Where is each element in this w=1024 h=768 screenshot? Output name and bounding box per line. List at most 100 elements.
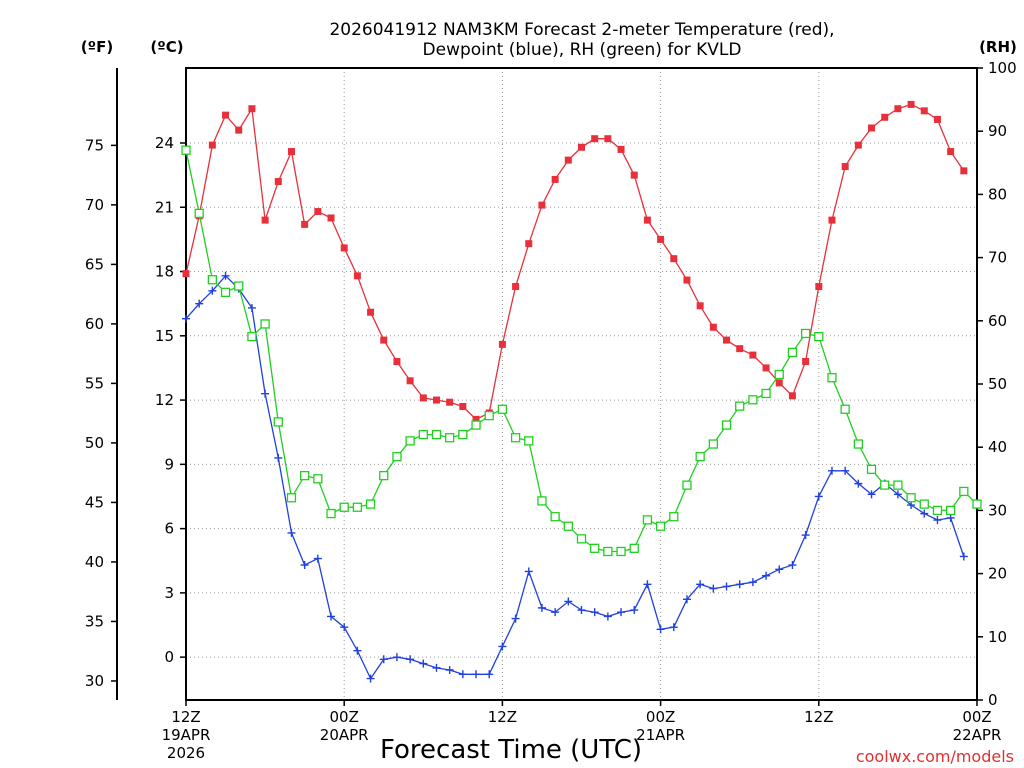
rh-point xyxy=(721,420,732,430)
rh-point xyxy=(840,404,850,414)
dewpoint-point xyxy=(195,299,204,308)
fahrenheit-tick-label: 65 xyxy=(85,255,104,273)
rh-point xyxy=(800,328,811,339)
2-meter-temperature-point xyxy=(881,113,889,121)
x-tick-label: 00Z xyxy=(646,708,675,726)
2-meter-temperature-point xyxy=(933,115,941,123)
2-meter-temperature-point xyxy=(683,276,691,284)
dewpoint-point xyxy=(392,653,401,662)
2-meter-temperature-point xyxy=(643,216,651,224)
dewpoint-point xyxy=(748,578,757,587)
dewpoint-point xyxy=(682,595,691,604)
fahrenheit-tick-label: 50 xyxy=(85,434,104,452)
dewpoint-point xyxy=(340,623,349,632)
2-meter-temperature-point xyxy=(907,100,915,108)
dewpoint-point xyxy=(458,670,467,679)
dewpoint-point xyxy=(867,490,876,499)
2-meter-temperature-point xyxy=(274,178,282,186)
rh-point xyxy=(919,499,929,509)
celsius-tick-label: 9 xyxy=(164,455,174,473)
rh-point xyxy=(761,388,771,399)
x-tick-date: 20APR xyxy=(320,726,369,744)
x-tick-label: 12Z xyxy=(171,708,200,726)
rh-point xyxy=(431,429,442,440)
fahrenheit-tick-label: 30 xyxy=(85,672,104,690)
rh-tick-label: 40 xyxy=(988,438,1007,456)
dewpoint-point xyxy=(366,674,375,683)
rh-point xyxy=(392,452,402,462)
dewpoint-point xyxy=(669,623,678,632)
rh-point xyxy=(814,331,824,342)
fahrenheit-tick-label: 40 xyxy=(85,553,104,571)
celsius-tick-label: 0 xyxy=(164,648,174,666)
dewpoint-point xyxy=(537,603,546,612)
rh-point xyxy=(352,502,363,512)
2-meter-temperature-point xyxy=(314,208,322,216)
dewpoint-point xyxy=(814,492,823,501)
dewpoint-point xyxy=(643,580,652,589)
rh-point xyxy=(708,439,718,449)
fahrenheit-tick-label: 45 xyxy=(85,493,104,511)
rh-point xyxy=(524,436,534,446)
2-meter-temperature-point xyxy=(696,302,704,310)
fahrenheit-tick-label: 35 xyxy=(85,612,104,630)
dewpoint-point xyxy=(274,453,283,462)
rh-point xyxy=(234,281,244,291)
rh-point xyxy=(181,145,191,155)
dewpoint-point xyxy=(946,513,955,522)
2-meter-temperature-point xyxy=(340,244,348,252)
rh-point xyxy=(972,499,982,509)
dewpoint-point xyxy=(327,612,336,621)
2-meter-temperature-point xyxy=(723,336,731,344)
celsius-tick-label: 12 xyxy=(155,391,174,409)
rh-point xyxy=(893,480,903,490)
fahrenheit-tick-label: 75 xyxy=(85,136,104,154)
dewpoint-point xyxy=(893,490,902,499)
dewpoint-point xyxy=(775,565,784,574)
dewpoint-point xyxy=(854,479,863,488)
dewpoint-point xyxy=(524,567,533,576)
celsius-unit-label: (ºC) xyxy=(150,38,183,56)
2-meter-temperature-point xyxy=(498,340,506,348)
rh-tick-label: 60 xyxy=(988,312,1007,330)
plot-frame xyxy=(185,67,978,701)
x-tick-date: 21APR xyxy=(636,726,685,744)
2-meter-temperature-point xyxy=(459,402,467,410)
x-tick-label: 12Z xyxy=(488,708,517,726)
dewpoint-point xyxy=(735,580,744,589)
rh-line xyxy=(185,150,978,553)
rh-point xyxy=(405,436,415,446)
2-meter-temperature-point xyxy=(419,394,427,402)
rh-point xyxy=(273,417,283,427)
2-meter-temperature-point xyxy=(709,323,717,331)
2-meter-temperature-point xyxy=(512,283,520,291)
rh-tick-label: 70 xyxy=(988,249,1007,267)
2-meter-temperature-point xyxy=(894,105,902,113)
celsius-tick-label: 21 xyxy=(155,198,174,216)
dewpoint-point xyxy=(432,663,441,672)
dewpoint-point xyxy=(590,608,599,617)
credit-text: coolwx.com/models xyxy=(856,747,1014,766)
rh-tick-label: 30 xyxy=(988,501,1007,519)
2-meter-temperature-point xyxy=(591,135,599,143)
rh-point xyxy=(642,515,653,525)
2-meter-temperature-point xyxy=(446,398,454,406)
rh-point xyxy=(313,474,323,484)
rh-point xyxy=(286,493,297,503)
rh-point xyxy=(906,493,916,503)
dewpoint-point xyxy=(920,509,929,518)
rh-point xyxy=(458,429,468,440)
x-tick-year: 2026 xyxy=(167,744,205,762)
dewpoint-point xyxy=(603,612,612,621)
dewpoint-point xyxy=(841,466,850,475)
rh-unit-label: (RH) xyxy=(979,38,1017,56)
dewpoint-point xyxy=(709,584,718,593)
celsius-tick-label: 6 xyxy=(164,520,174,538)
dewpoint-point xyxy=(827,466,836,475)
rh-point xyxy=(365,499,376,509)
rh-point xyxy=(866,464,877,474)
2-meter-temperature-point xyxy=(868,124,876,132)
celsius-tick-label: 3 xyxy=(164,584,174,602)
2-meter-temperature-point xyxy=(828,216,836,224)
fahrenheit-tick-label: 70 xyxy=(85,196,104,214)
